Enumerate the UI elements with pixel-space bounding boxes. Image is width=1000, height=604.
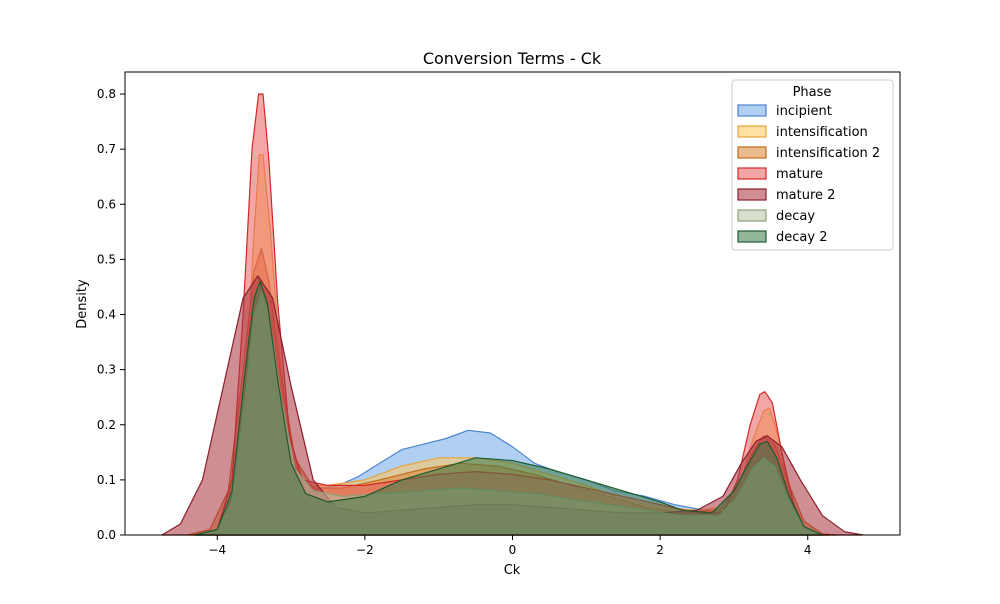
legend-items: incipient intensification intensification … <box>737 104 880 245</box>
series-area-decay-2 <box>194 280 824 536</box>
x-axis-label: Ck <box>504 563 521 578</box>
legend: Phase incipient intensification intensific… <box>731 79 894 251</box>
y-tick-label: 0.6 <box>97 197 116 211</box>
x-axis: −4 −2 0 2 4 <box>208 535 812 557</box>
legend-title: Phase <box>793 85 832 100</box>
series-layer <box>161 93 864 536</box>
y-tick-label: 0.8 <box>97 87 116 101</box>
y-tick-label: 0.3 <box>97 363 116 377</box>
legend-label-intensification: intensification <box>776 125 868 140</box>
y-axis-label: Density <box>75 279 90 329</box>
y-tick-label: 0.7 <box>97 142 116 156</box>
legend-label-decay: decay <box>776 209 815 224</box>
legend-label-intensification-2: intensification 2 <box>776 146 880 161</box>
legend-swatch-intensification-2 <box>737 146 767 159</box>
legend-label-decay-2: decay 2 <box>776 230 827 245</box>
legend-swatch-intensification <box>737 125 767 138</box>
legend-label-mature: mature <box>776 167 823 182</box>
legend-swatch-mature-2 <box>737 188 767 201</box>
y-tick-label: 0.4 <box>97 308 116 322</box>
x-tick-label: 0 <box>509 543 517 557</box>
legend-swatch-mature <box>737 167 767 180</box>
x-tick-label: 4 <box>804 543 812 557</box>
y-tick-label: 0.1 <box>97 473 116 487</box>
y-tick-label: 0.2 <box>97 418 116 432</box>
x-tick-label: −2 <box>356 543 374 557</box>
legend-swatch-decay-2 <box>737 230 767 243</box>
x-tick-label: −4 <box>208 543 226 557</box>
legend-label-incipient: incipient <box>776 104 832 119</box>
legend-label-mature-2: mature 2 <box>776 188 835 203</box>
x-tick-label: 2 <box>656 543 664 557</box>
legend-swatch-decay <box>737 209 767 222</box>
legend-box <box>731 79 894 251</box>
chart-title: Conversion Terms - Ck <box>423 49 602 68</box>
y-tick-label: 0.5 <box>97 252 116 266</box>
y-axis: 0.0 0.1 0.2 0.3 0.4 0.5 0.6 0.7 0.8 <box>97 87 125 542</box>
legend-swatch-incipient <box>737 104 767 117</box>
y-tick-label: 0.0 <box>97 528 116 542</box>
